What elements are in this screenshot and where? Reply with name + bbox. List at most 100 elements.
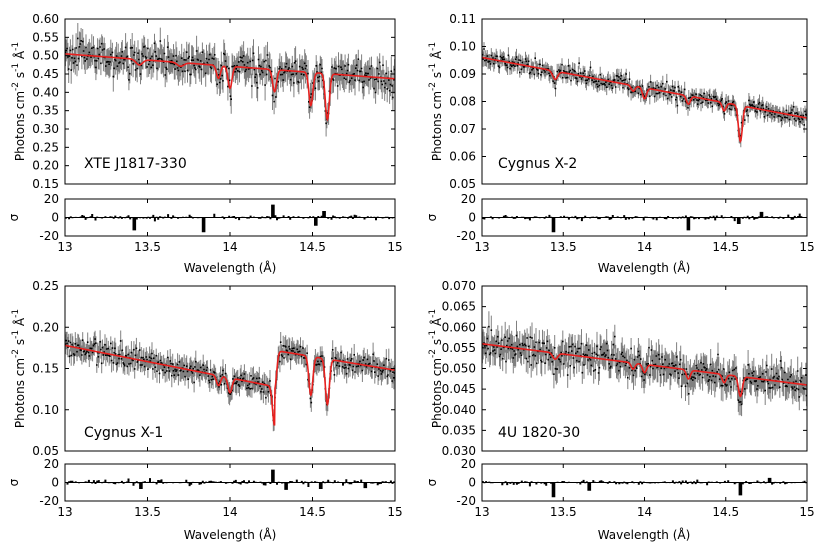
residual-bars xyxy=(64,204,396,233)
panel-title: XTE J1817-330 xyxy=(84,156,187,172)
y-axis-label: Photons cm-2 s-1 Å-1 xyxy=(428,309,444,428)
panel-title: Cygnus X-1 xyxy=(84,425,163,441)
residual-y-axis-label: σ xyxy=(7,478,21,486)
spectrum-data xyxy=(65,330,395,432)
y-tick-label: 0.05 xyxy=(32,444,59,458)
panel-title: Cygnus X-2 xyxy=(498,156,577,172)
error-bars xyxy=(482,42,807,148)
residual-y-axis-label: σ xyxy=(7,213,21,221)
x-tick-label: 14 xyxy=(637,505,652,519)
panel-title: 4U 1820-30 xyxy=(498,425,580,441)
y-axis-label: Photons cm-2 s-1 Å-1 xyxy=(11,42,27,161)
y-tick-label: 0.055 xyxy=(442,341,476,355)
x-tick-label: 15 xyxy=(387,505,402,519)
y-axis-label: Photons cm-2 s-1 Å-1 xyxy=(428,42,444,161)
y-tick-label: 0.20 xyxy=(32,159,59,173)
x-tick-label: 14.5 xyxy=(712,240,739,254)
x-tick-label: 15 xyxy=(387,240,402,254)
residual-y-tick-label: 20 xyxy=(44,457,59,471)
residual-panel: 20 0 -20 σ 13 13.5 14 14.5 15 xyxy=(7,192,403,254)
x-tick-label: 14.5 xyxy=(299,240,326,254)
y-tick-label: 0.045 xyxy=(442,382,476,396)
error-bars xyxy=(482,311,807,417)
x-tick-label: 15 xyxy=(799,240,814,254)
spectrum-data xyxy=(482,311,807,417)
residual-y-tick-label: -20 xyxy=(456,494,476,508)
residual-panel: 20 0 -20 σ 13 13.5 14 14.5 15 xyxy=(7,457,403,519)
x-axis-label: Wavelength (Å) xyxy=(184,260,277,275)
y-tick-label: 0.060 xyxy=(442,320,476,334)
model-line xyxy=(65,53,395,122)
x-tick-label: 14 xyxy=(637,240,652,254)
y-tick-label: 0.45 xyxy=(32,67,59,81)
y-tick-label: 0.15 xyxy=(32,362,59,376)
y-tick-label: 0.09 xyxy=(449,67,476,81)
y-tick-label: 0.25 xyxy=(32,279,59,293)
residual-y-axis-label: σ xyxy=(425,478,439,486)
residual-y-tick-label: 20 xyxy=(461,457,476,471)
y-axis-label: Photons cm-2 s-1 Å-1 xyxy=(11,309,27,428)
x-tick-label: 15 xyxy=(799,505,814,519)
error-bars xyxy=(65,330,395,432)
model-line xyxy=(482,342,807,398)
y-tick-label: 0.065 xyxy=(442,300,476,314)
residual-y-tick-label: 0 xyxy=(468,476,476,490)
chart-panel-3: 0.05 0.10 0.15 0.20 0.25 Photons cm-2 s-1 Å-1… xyxy=(7,279,403,542)
residual-bars xyxy=(481,477,808,498)
x-tick-label: 13.5 xyxy=(550,240,577,254)
y-tick-label: 0.11 xyxy=(449,12,476,26)
x-tick-label: 13 xyxy=(57,240,72,254)
y-tick-label: 0.10 xyxy=(449,40,476,54)
x-tick-label: 13.5 xyxy=(550,505,577,519)
y-tick-label: 0.25 xyxy=(32,140,59,154)
y-tick-label: 0.55 xyxy=(32,30,59,44)
y-tick-label: 0.08 xyxy=(449,95,476,109)
y-tick-label: 0.50 xyxy=(32,49,59,63)
residual-bars xyxy=(64,469,396,490)
chart-panel-2: 0.05 0.06 0.07 0.08 0.09 0.10 0.11 Photons cm-2… xyxy=(425,12,815,275)
x-tick-label: 13.5 xyxy=(134,240,161,254)
residual-y-tick-label: 0 xyxy=(468,211,476,225)
residual-y-tick-label: 20 xyxy=(461,192,476,206)
y-tick-label: 0.06 xyxy=(449,150,476,164)
y-tick-label: 0.050 xyxy=(442,362,476,376)
residual-bars xyxy=(481,211,808,233)
residual-y-tick-label: 0 xyxy=(51,476,59,490)
chart-panel-1: 0.15 0.20 0.25 0.30 0.35 0.40 0.45 0.50 0.55 0.60… xyxy=(7,12,403,275)
model-line xyxy=(65,344,395,426)
residual-y-tick-label: -20 xyxy=(39,494,59,508)
residual-y-tick-label: -20 xyxy=(39,229,59,243)
y-tick-label: 0.40 xyxy=(32,85,59,99)
y-tick-label: 0.60 xyxy=(32,12,59,26)
y-tick-label: 0.15 xyxy=(32,177,59,191)
residual-panel: 20 0 -20 σ 13 13.5 14 14.5 15 xyxy=(425,192,815,254)
x-tick-label: 13 xyxy=(57,505,72,519)
x-tick-label: 14.5 xyxy=(299,505,326,519)
x-axis-label: Wavelength (Å) xyxy=(184,527,277,542)
x-tick-label: 13 xyxy=(474,240,489,254)
y-tick-label: 0.030 xyxy=(442,444,476,458)
x-tick-label: 13.5 xyxy=(134,505,161,519)
y-tick-label: 0.10 xyxy=(32,403,59,417)
x-tick-label: 13 xyxy=(474,505,489,519)
residual-y-axis-label: σ xyxy=(425,213,439,221)
y-tick-label: 0.070 xyxy=(442,279,476,293)
x-tick-label: 14 xyxy=(222,240,237,254)
y-tick-label: 0.35 xyxy=(32,104,59,118)
y-tick-label: 0.07 xyxy=(449,122,476,136)
y-tick-label: 0.20 xyxy=(32,320,59,334)
residual-y-tick-label: 20 xyxy=(44,192,59,206)
x-axis-label: Wavelength (Å) xyxy=(598,527,691,542)
chart-panel-4: 0.030 0.035 0.040 0.045 0.050 0.055 0.060 0.065… xyxy=(425,279,815,542)
x-tick-label: 14 xyxy=(222,505,237,519)
spectrum-data xyxy=(482,42,807,148)
x-axis-label: Wavelength (Å) xyxy=(598,260,691,275)
model-line xyxy=(482,56,807,144)
x-tick-label: 14.5 xyxy=(712,505,739,519)
y-tick-label: 0.05 xyxy=(449,177,476,191)
y-tick-label: 0.30 xyxy=(32,122,59,136)
residual-y-tick-label: -20 xyxy=(456,229,476,243)
y-tick-label: 0.040 xyxy=(442,403,476,417)
residual-y-tick-label: 0 xyxy=(51,211,59,225)
